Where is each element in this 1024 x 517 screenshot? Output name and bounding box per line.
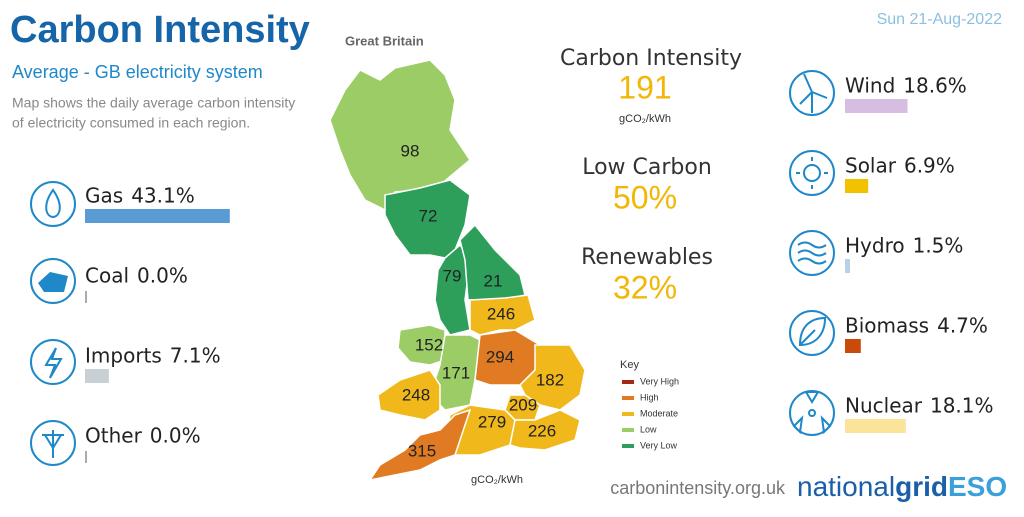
fuel-percent: 6.9%	[904, 154, 955, 178]
intensity-title: Carbon Intensity	[560, 46, 742, 71]
key-label: Very Low	[640, 440, 678, 450]
title: Carbon Intensity	[10, 9, 310, 51]
fuel-bar	[85, 369, 109, 383]
fuel-percent: 7.1%	[170, 344, 221, 368]
fuel-bar	[845, 179, 869, 193]
intensity-value: 191	[618, 69, 671, 105]
key-swatch	[622, 412, 634, 416]
region-value: 209	[509, 395, 537, 414]
fuel-percent: 1.5%	[913, 234, 964, 258]
fuel-name: Solar	[845, 154, 897, 178]
logo: nationalgridESO	[797, 471, 1007, 502]
key-label: High	[640, 392, 659, 402]
key-title: Key	[620, 359, 639, 371]
region	[397, 324, 446, 366]
region-value: 248	[402, 385, 430, 404]
icons	[30, 70, 835, 466]
logo-part: national	[797, 471, 895, 502]
subtitle: Average - GB electricity system	[12, 62, 263, 82]
region	[377, 369, 441, 421]
region-value: 79	[443, 266, 462, 285]
date: Sun 21-Aug-2022	[877, 11, 1003, 28]
logo-part: ESO	[948, 471, 1007, 502]
fuel-name: Wind	[845, 74, 895, 98]
map	[329, 59, 586, 482]
key-label: Very High	[640, 376, 679, 386]
region	[329, 59, 471, 211]
key-swatch	[622, 428, 634, 432]
fuel-name: Gas	[85, 184, 123, 208]
region-name: Great Britain	[345, 33, 424, 48]
key-label: Moderate	[640, 408, 678, 418]
fuel-percent: 18.1%	[930, 394, 994, 418]
key-swatch	[622, 396, 634, 400]
fuel-name: Coal	[85, 264, 129, 288]
fuel-bar	[845, 339, 861, 353]
key: Very High High Moderate Low Very Low	[622, 376, 679, 450]
fuel-bar	[845, 259, 851, 273]
region-value: 72	[419, 206, 438, 225]
fuel-percent: 4.7%	[937, 314, 988, 338]
fuel-percent: 0.0%	[150, 424, 201, 448]
key-label: Low	[640, 424, 657, 434]
fuel-name: Biomass	[845, 314, 929, 338]
renewables-title: Renewables	[581, 245, 713, 270]
fuel-name: Imports	[85, 344, 162, 368]
region-value: 98	[401, 141, 420, 160]
region	[368, 408, 472, 482]
region-value: 171	[442, 363, 470, 382]
region-value: 315	[408, 441, 436, 460]
fuel-bar	[845, 419, 906, 433]
footer-url: carbonintensity.org.uk	[610, 478, 786, 498]
low-carbon-title: Low Carbon	[582, 155, 712, 180]
region-value: 182	[536, 370, 564, 389]
region-value: 246	[487, 304, 515, 323]
region	[509, 409, 581, 451]
fuel-name: Other	[85, 424, 143, 448]
fuel-name: Nuclear	[845, 394, 923, 418]
fuel-name: Hydro	[845, 234, 905, 258]
region-value: 226	[528, 421, 556, 440]
description: Map shows the daily average carbon inten…	[12, 95, 295, 111]
logo-part: grid	[895, 471, 948, 502]
region-value: 279	[478, 412, 506, 431]
fuel-bar	[85, 209, 230, 223]
fuel-bar	[845, 99, 908, 113]
key-swatch	[622, 380, 634, 384]
key-unit: gCO₂/kWh	[471, 474, 523, 486]
fuel-percent: 43.1%	[131, 184, 195, 208]
region-value: 152	[415, 335, 443, 354]
region-value: 294	[486, 347, 514, 366]
fuel-percent: 18.6%	[903, 74, 967, 98]
region	[519, 344, 586, 411]
intensity-unit: gCO₂/kWh	[619, 113, 671, 125]
region-value: 21	[484, 271, 503, 290]
key-swatch	[622, 444, 634, 448]
renewables-value: 32%	[613, 269, 677, 305]
fuel-percent: 0.0%	[137, 264, 188, 288]
description: of electricity consumed in each region.	[12, 115, 250, 131]
low-carbon-value: 50%	[613, 179, 677, 215]
